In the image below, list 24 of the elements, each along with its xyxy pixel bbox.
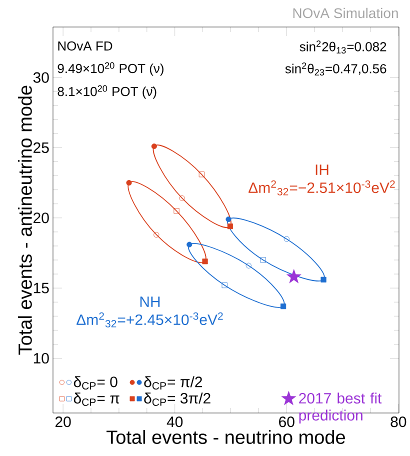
x-tick-label: 80 [390, 416, 406, 428]
x-tick-label: 20 [55, 416, 71, 428]
y-axis-title: Total events - antineutrino mode [18, 86, 32, 355]
x-axis-title: Total events - neutrino mode [106, 430, 345, 444]
y-tick-label: 30 [33, 72, 49, 83]
y-tick-label: 20 [33, 212, 49, 224]
x-tick-label: 60 [279, 416, 294, 428]
text: NOvA Simulation [293, 8, 398, 18]
annotation: 8.1×10$^{20}$ POT (ν̄) [58, 85, 156, 99]
y-tick-label: 10 [34, 352, 49, 364]
annotation: 9.49×10$^{20}$ POT (ν) [58, 62, 164, 76]
text: IH Δm$^{2}$$_{32}$=−2.51×10$^{-3}$eV$^{2}$ [248, 164, 395, 196]
annotation: sin$^{2}$2θ$_{13}$=0.082 [300, 40, 386, 54]
legend-label: δ$_{CP}$= 0 [74, 376, 118, 390]
legend-label: δ$_{CP}$= π [74, 392, 120, 406]
text: NH Δm$^{2}$$_{32}$=+2.45×10$^{-3}$eV$^{2}$ [76, 296, 223, 328]
y-tick-label: 25 [33, 142, 49, 154]
x-tick-label: 40 [166, 416, 183, 428]
annotation: sin$^{2}$θ$_{23}$=0.47,0.56 [285, 62, 386, 76]
y-tick-label: 15 [34, 282, 49, 294]
legend-label: δ$_{CP}$= 3π/2 [144, 392, 210, 406]
legend-label: 2017 best fit prediction [299, 392, 382, 424]
annotation: NOvA FD [58, 41, 112, 51]
legend-label: δ$_{CP}$= π/2 [144, 376, 202, 390]
